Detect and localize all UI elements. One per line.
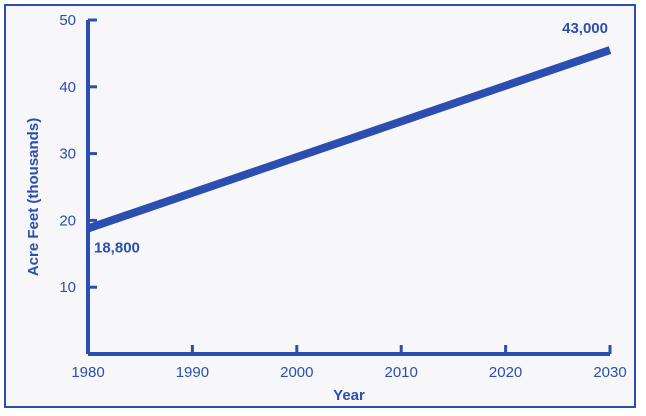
series-layer — [88, 50, 610, 228]
x-axis-title: Year — [333, 387, 365, 404]
x-tick-label: 2020 — [489, 364, 522, 381]
y-tick-label: 20 — [59, 212, 76, 229]
series-line — [88, 50, 610, 228]
y-axis-title: Acre Feet (thousands) — [25, 118, 42, 276]
y-axis-ticks: 10 20 30 40 50 — [59, 12, 97, 296]
x-tick-label: 2000 — [280, 364, 313, 381]
x-tick-label: 2030 — [593, 364, 626, 381]
y-tick-label: 10 — [59, 279, 76, 296]
data-label: 18,800 — [94, 239, 140, 256]
y-tick-label: 30 — [59, 146, 76, 163]
x-tick-label: 1990 — [176, 364, 209, 381]
x-tick-label: 1980 — [71, 364, 104, 381]
x-axis-ticks: 1980 1990 2000 2010 2020 2030 — [71, 345, 626, 381]
y-tick-label: 50 — [59, 12, 76, 29]
data-label: 43,000 — [562, 20, 608, 37]
x-tick-label: 2010 — [385, 364, 418, 381]
y-tick-label: 40 — [59, 79, 76, 96]
